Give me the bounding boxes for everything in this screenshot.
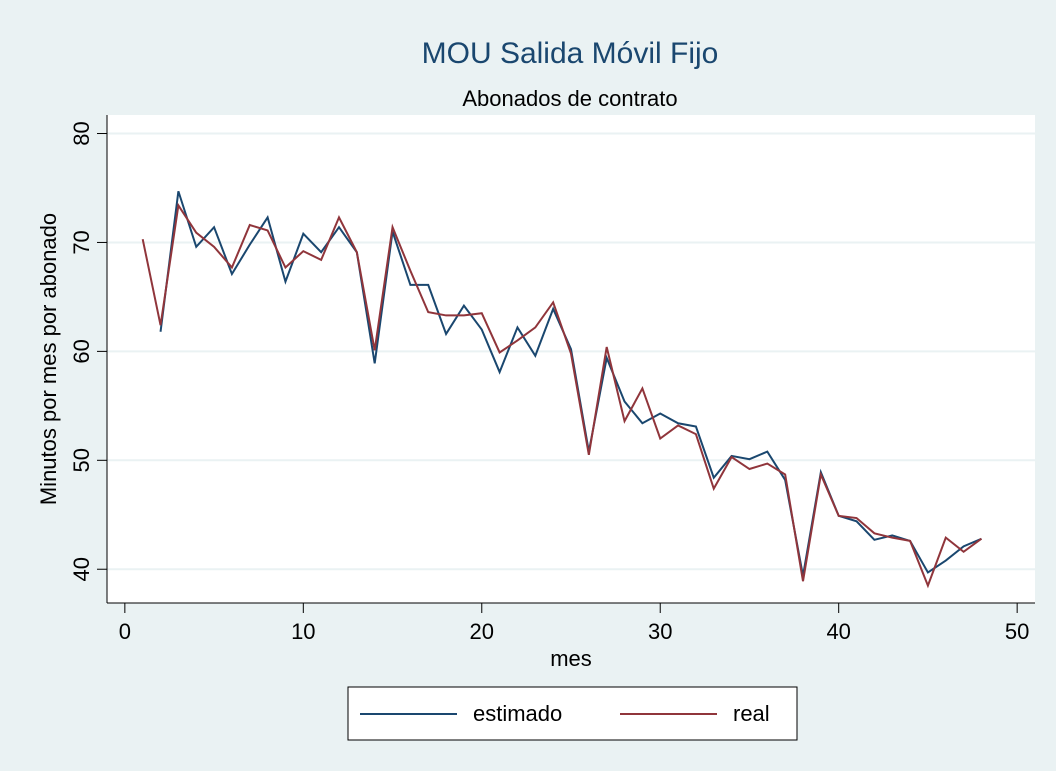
x-axis-label: mes <box>550 646 592 671</box>
chart-subtitle: Abonados de contrato <box>462 86 677 111</box>
y-tick-label: 70 <box>69 230 94 254</box>
x-tick-label: 40 <box>826 619 850 644</box>
y-axis-label: Minutos por mes por abonado <box>36 213 61 505</box>
x-tick-label: 30 <box>648 619 672 644</box>
y-tick-label: 40 <box>69 557 94 581</box>
y-tick-label: 60 <box>69 339 94 363</box>
x-tick-label: 20 <box>470 619 494 644</box>
legend-label: real <box>733 701 770 726</box>
x-tick-label: 50 <box>1005 619 1029 644</box>
line-series <box>159 190 982 576</box>
chart-title: MOU Salida Móvil Fijo <box>422 37 719 70</box>
x-tick-label: 0 <box>119 619 131 644</box>
x-tick-label: 10 <box>291 619 315 644</box>
y-tick-label: 80 <box>69 121 94 145</box>
y-tick-label: 50 <box>69 448 94 472</box>
line-series <box>141 202 983 589</box>
legend-label: estimado <box>473 701 562 726</box>
